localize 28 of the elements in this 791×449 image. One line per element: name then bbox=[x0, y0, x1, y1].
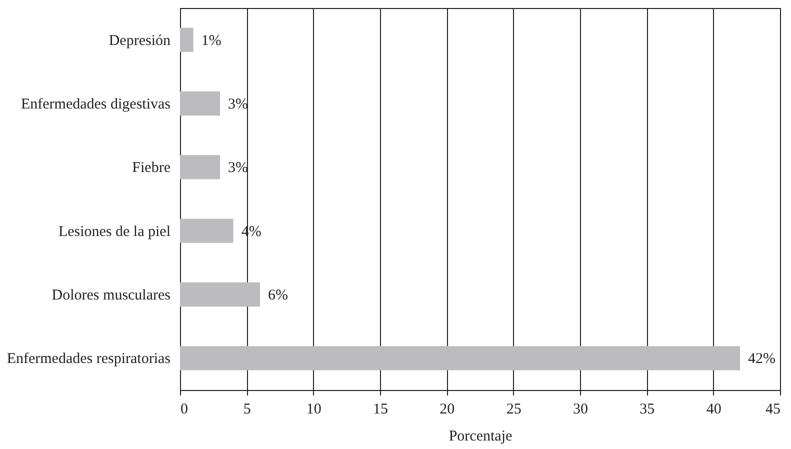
data-label: 3% bbox=[228, 160, 248, 176]
bar bbox=[180, 155, 220, 180]
x-tick-label: 5 bbox=[243, 402, 251, 418]
y-tick-label: Lesiones de la piel bbox=[58, 224, 170, 240]
data-label: 42% bbox=[748, 351, 776, 368]
y-tick-label: Enfermedades respiratorias bbox=[6, 351, 171, 368]
data-label: 1% bbox=[201, 32, 222, 49]
bar bbox=[180, 91, 220, 116]
x-tick-label: 30 bbox=[573, 402, 588, 418]
x-tick-label: 15 bbox=[373, 402, 388, 418]
bar bbox=[180, 218, 234, 243]
data-label: 3% bbox=[228, 96, 248, 112]
y-tick-label: Dolores musculares bbox=[52, 288, 171, 304]
x-tick-label: 25 bbox=[506, 402, 522, 418]
y-tick-label: Depresión bbox=[108, 32, 171, 49]
x-axis-title: Porcentaje bbox=[448, 428, 512, 444]
bar bbox=[180, 28, 194, 52]
bar bbox=[180, 282, 260, 307]
y-tick-label: Fiebre bbox=[132, 160, 171, 176]
data-label: 6% bbox=[268, 288, 288, 304]
bar bbox=[180, 346, 740, 370]
x-tick-label: 20 bbox=[440, 402, 455, 418]
x-tick-label: 10 bbox=[306, 402, 322, 418]
x-tick-label: 35 bbox=[640, 402, 655, 418]
y-tick-label: Enfermedades digestivas bbox=[20, 96, 171, 112]
x-tick-label: 0 bbox=[180, 402, 188, 418]
x-tick-label: 40 bbox=[706, 402, 722, 418]
x-tick-label: 45 bbox=[766, 402, 780, 418]
